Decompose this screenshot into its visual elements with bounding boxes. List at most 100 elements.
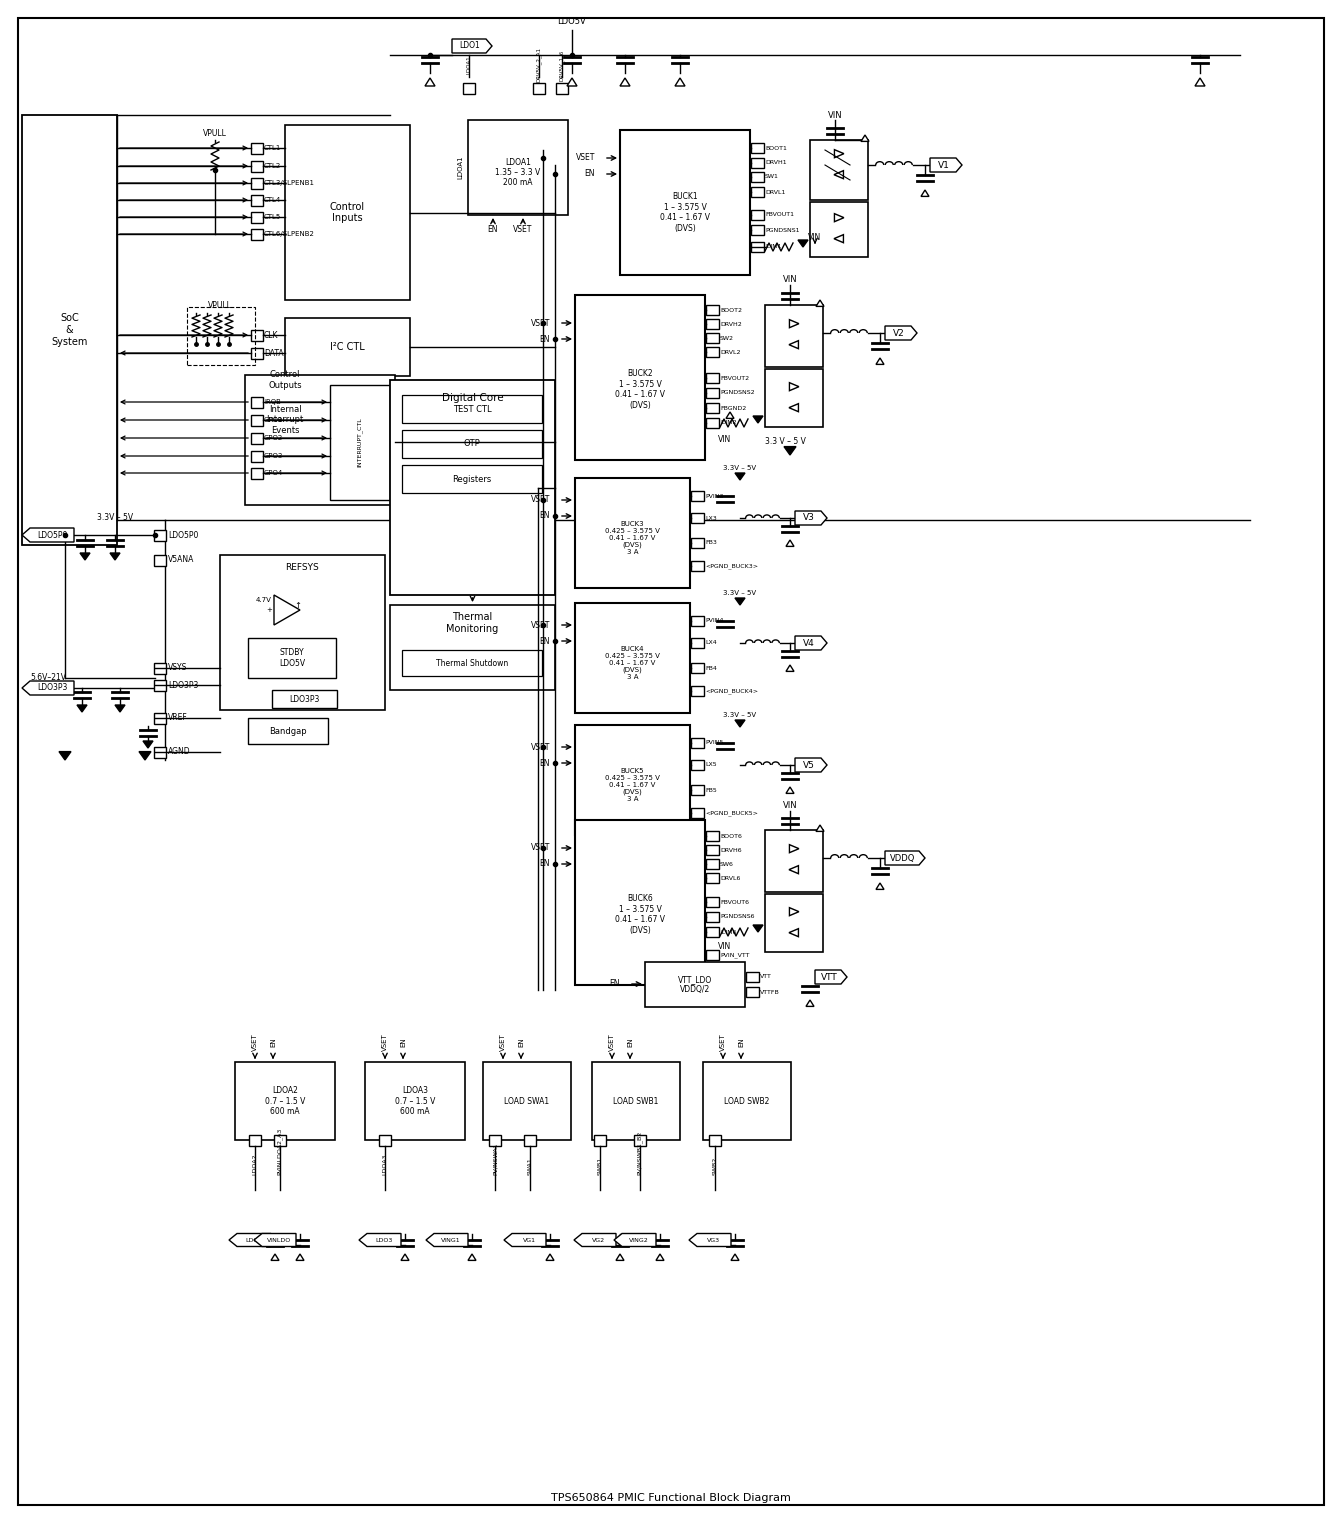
Polygon shape: [615, 1233, 656, 1247]
Bar: [251, 397, 263, 408]
Polygon shape: [616, 1254, 624, 1260]
Text: AGND: AGND: [168, 747, 191, 756]
Text: EN: EN: [400, 1036, 407, 1047]
Text: LDO3P3: LDO3P3: [36, 683, 67, 693]
Bar: [154, 554, 166, 566]
Bar: [235, 1062, 336, 1140]
Bar: [750, 242, 764, 253]
Text: VIN: VIN: [718, 942, 731, 962]
Bar: [706, 388, 718, 397]
Text: SoC
&
System: SoC & System: [51, 314, 87, 347]
Text: FB3: FB3: [705, 540, 717, 545]
Text: VSET: VSET: [530, 843, 550, 852]
Text: DRVL1: DRVL1: [765, 190, 785, 195]
Text: LOAD SWA1: LOAD SWA1: [505, 1096, 550, 1105]
Bar: [706, 858, 718, 869]
Text: VDDQ: VDDQ: [890, 854, 915, 863]
Text: INTERRUPT_CTL: INTERRUPT_CTL: [357, 417, 362, 467]
Text: EN: EN: [539, 758, 550, 767]
Bar: [248, 638, 336, 677]
Polygon shape: [786, 665, 794, 671]
Polygon shape: [784, 446, 796, 455]
Text: GPO2: GPO2: [264, 435, 283, 441]
Polygon shape: [1194, 78, 1205, 87]
Bar: [706, 950, 718, 960]
Text: BOOT2: BOOT2: [721, 307, 742, 312]
Text: PV/NSWB1_B2: PV/NSWB1_B2: [637, 1131, 643, 1175]
Bar: [251, 432, 263, 443]
Polygon shape: [452, 40, 493, 53]
Text: VIN: VIN: [828, 111, 843, 120]
Text: VTT: VTT: [760, 974, 772, 980]
Bar: [750, 172, 764, 183]
Text: VSYS: VSYS: [168, 664, 188, 673]
Text: VSET: VSET: [530, 318, 550, 327]
Bar: [691, 537, 703, 548]
Text: VREF: VREF: [168, 714, 188, 723]
Text: VING2: VING2: [629, 1237, 650, 1242]
Text: PV/NSWA1: PV/NSWA1: [493, 1143, 498, 1175]
Text: PGNDSNS1: PGNDSNS1: [765, 227, 800, 233]
Bar: [746, 973, 758, 982]
Text: LDO1: LDO1: [459, 41, 480, 50]
Text: DRVL6: DRVL6: [721, 875, 741, 881]
Text: CTL3/SLPENB1: CTL3/SLPENB1: [264, 180, 315, 186]
Polygon shape: [794, 758, 827, 772]
Polygon shape: [876, 883, 884, 889]
Text: LX3: LX3: [705, 516, 717, 521]
Polygon shape: [786, 540, 794, 546]
Text: DRVH1: DRVH1: [765, 160, 786, 166]
Polygon shape: [425, 1233, 468, 1247]
Text: EN: EN: [270, 1036, 276, 1047]
Text: PGNDSNS6: PGNDSNS6: [721, 915, 754, 919]
Text: LDOA3: LDOA3: [382, 1154, 388, 1175]
Bar: [691, 686, 703, 696]
Text: PGNDSNS2: PGNDSNS2: [721, 391, 754, 396]
Text: VSET: VSET: [252, 1033, 258, 1050]
Bar: [488, 1134, 501, 1146]
Text: <PGND_BUCK4>: <PGND_BUCK4>: [705, 688, 758, 694]
Text: REFSYS: REFSYS: [286, 563, 319, 571]
Text: EN: EN: [487, 225, 498, 233]
Bar: [691, 492, 703, 501]
Bar: [21, 116, 117, 545]
Text: LDO2: LDO2: [246, 1237, 263, 1242]
Bar: [706, 874, 718, 883]
Text: VSET: VSET: [721, 1033, 726, 1050]
Bar: [251, 414, 263, 426]
Polygon shape: [144, 741, 153, 747]
Bar: [706, 373, 718, 384]
Text: DRV5V_1_6: DRV5V_1_6: [560, 49, 565, 81]
Text: EN: EN: [539, 636, 550, 645]
Bar: [285, 125, 411, 300]
Bar: [706, 831, 718, 842]
Text: 4.7V: 4.7V: [256, 597, 272, 603]
Text: FB5: FB5: [705, 787, 717, 793]
Bar: [765, 368, 823, 428]
Bar: [706, 333, 718, 342]
Bar: [750, 143, 764, 154]
Text: SW1: SW1: [765, 175, 778, 180]
Polygon shape: [735, 473, 745, 479]
Bar: [251, 212, 263, 222]
Polygon shape: [794, 636, 827, 650]
Text: 3.3V – 5V: 3.3V – 5V: [723, 591, 757, 597]
Polygon shape: [21, 680, 74, 696]
Text: ⊳
⊲: ⊳ ⊲: [786, 840, 800, 880]
Polygon shape: [921, 190, 929, 196]
Polygon shape: [59, 752, 71, 759]
Bar: [595, 1134, 607, 1146]
Polygon shape: [862, 135, 870, 142]
Text: EN: EN: [518, 1036, 523, 1047]
Polygon shape: [505, 1233, 546, 1247]
Text: EN: EN: [627, 1036, 633, 1047]
Text: V1: V1: [938, 160, 950, 169]
Text: EN: EN: [539, 860, 550, 869]
Text: 5.6V–21V: 5.6V–21V: [30, 674, 66, 682]
Bar: [691, 808, 703, 817]
Bar: [246, 374, 395, 505]
Text: OTP: OTP: [463, 440, 480, 449]
Bar: [691, 664, 703, 673]
Bar: [251, 228, 263, 239]
Text: LOAD SWB2: LOAD SWB2: [725, 1096, 770, 1105]
